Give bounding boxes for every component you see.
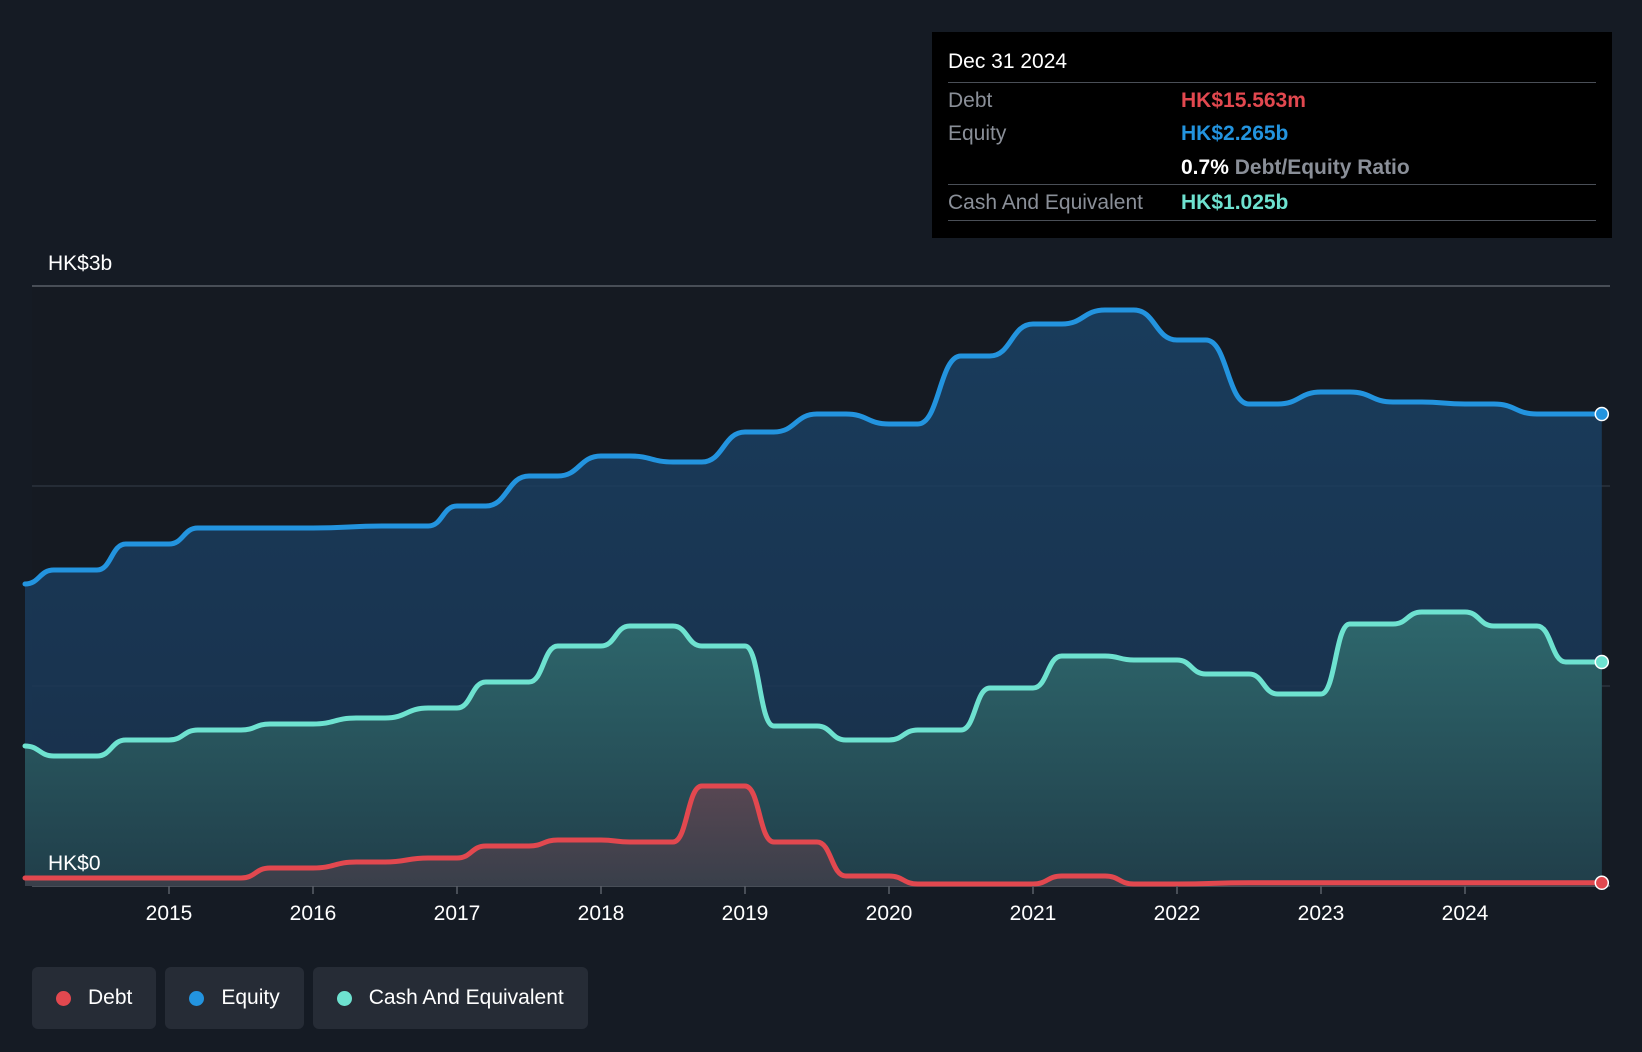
tooltip-cash-label: Cash And Equivalent <box>948 191 1143 214</box>
cash-end-dot <box>1594 654 1610 670</box>
tooltip-debt-label: Debt <box>948 89 993 112</box>
tooltip-ratio-label: Debt/Equity Ratio <box>1234 156 1410 179</box>
y-axis-bottom-label: HK$0 <box>48 852 101 875</box>
legend-label-equity: Equity <box>221 986 280 1009</box>
x-tick-label: 2021 <box>1010 902 1057 925</box>
legend-label-debt: Debt <box>88 986 133 1009</box>
hover-tooltip: Dec 31 2024 Debt HK$15.563m Equity HK$2.… <box>932 32 1612 238</box>
x-tick-label: 2023 <box>1298 902 1345 925</box>
endpoint-dots <box>1594 406 1610 891</box>
x-tick-label: 2022 <box>1154 902 1201 925</box>
cash-line <box>22 609 1605 759</box>
legend-dot-debt <box>56 990 71 1006</box>
tooltip-debt-value: HK$15.563m <box>1181 89 1306 112</box>
x-tick-label: 2015 <box>146 902 193 925</box>
tooltip-divider <box>948 220 1596 221</box>
tooltip-cash-row: Cash And Equivalent HK$1.025b <box>948 184 1596 219</box>
x-tick-label: 2017 <box>434 902 481 925</box>
legend-item-cash[interactable]: Cash And Equivalent <box>312 967 588 1029</box>
legend-item-equity[interactable]: Equity <box>165 967 304 1029</box>
x-tick-label: 2018 <box>578 902 625 925</box>
cash-area <box>25 612 1602 886</box>
equity-end-dot <box>1594 406 1610 422</box>
tooltip-cash-value: HK$1.025b <box>1181 191 1289 214</box>
x-tick-label: 2019 <box>722 902 769 925</box>
tooltip-equity-row: Equity HK$2.265b <box>948 116 1596 150</box>
line-layer <box>22 307 1605 887</box>
legend-dot-equity <box>189 990 205 1006</box>
x-tick-label: 2016 <box>290 902 337 925</box>
tooltip-equity-label: Equity <box>948 122 1007 145</box>
tooltip-ratio: 0.7% Debt/Equity Ratio <box>1181 156 1410 180</box>
tooltip-ratio-row: 0.7% Debt/Equity Ratio <box>948 150 1596 184</box>
legend-dot-cash <box>336 990 352 1006</box>
legend-label-cash: Cash And Equivalent <box>368 986 564 1009</box>
y-axis-top-label: HK$3b <box>48 252 112 275</box>
debt-area <box>25 786 1602 886</box>
x-tick-label: 2020 <box>866 902 913 925</box>
debt-end-dot <box>1594 875 1610 891</box>
tooltip-debt-row: Debt HK$15.563m <box>948 82 1596 117</box>
tooltip-equity-value: HK$2.265b <box>1181 122 1289 145</box>
debt-line <box>22 783 1605 887</box>
legend-item-debt[interactable]: Debt <box>32 967 157 1029</box>
tooltip-date: Dec 31 2024 <box>948 50 1068 73</box>
equity-line <box>22 307 1605 587</box>
chart-legend: Debt Equity Cash And Equivalent <box>32 967 588 1029</box>
tooltip-ratio-value: 0.7% <box>1181 156 1229 179</box>
area-layer <box>25 310 1602 886</box>
x-tick-label: 2024 <box>1442 902 1489 925</box>
x-axis-ticks: 2015 2016 2017 2018 2019 2020 2021 2022 2023 2024 <box>146 886 1489 925</box>
